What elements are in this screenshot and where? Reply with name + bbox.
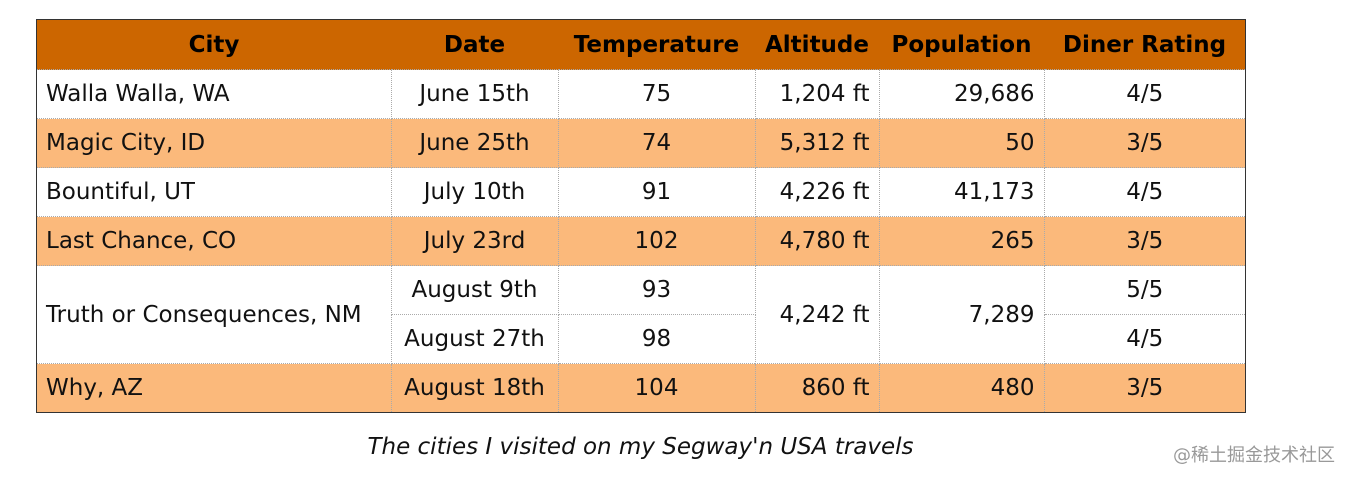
cell: 1,204 ft (754, 69, 880, 119)
cell: 104 (557, 363, 756, 413)
header-cell: Date (391, 19, 558, 70)
cell: August 18th (390, 363, 559, 413)
cell: July 10th (390, 167, 559, 217)
header-cell: Temperature (558, 19, 755, 70)
cell: Last Chance, CO (36, 216, 392, 266)
cell: June 25th (390, 118, 559, 168)
cell: 3/5 (1043, 363, 1246, 413)
cell: June 15th (390, 69, 559, 119)
cell: Why, AZ (36, 363, 392, 413)
cell: Bountiful, UT (36, 167, 392, 217)
cell: 98 (557, 314, 756, 364)
cell: 860 ft (754, 363, 880, 413)
table: City Date Temperature Altitude Populatio… (36, 19, 1246, 413)
cell: August 9th (390, 265, 559, 315)
cell: 4/5 (1043, 69, 1246, 119)
row: August 27th 98 4/5 (37, 314, 1246, 364)
cell: August 27th (390, 314, 559, 364)
cell: Truth or Consequences, NM (36, 265, 392, 364)
cell: 102 (557, 216, 756, 266)
cell: Magic City, ID (36, 118, 392, 168)
cell: 93 (557, 265, 756, 315)
cell: 5/5 (1043, 265, 1246, 315)
cell: 4,242 ft (754, 265, 880, 364)
header-cell: City (36, 19, 391, 70)
row: Bountiful, UT July 10th 91 4,226 ft 41,1… (36, 167, 1246, 217)
cell: 41,173 (878, 167, 1045, 217)
cell: 50 (878, 118, 1045, 168)
cell: 7,289 (878, 265, 1045, 364)
cell: 480 (878, 363, 1045, 413)
caption: The cities I visited on my Segway'n USA … (367, 434, 914, 460)
row: Truth or Consequences, NM August 9th 93 … (36, 265, 1246, 364)
cell: 74 (557, 118, 756, 168)
cell: 3/5 (1043, 118, 1246, 168)
cell: 75 (557, 69, 756, 119)
cell: 4,226 ft (754, 167, 880, 217)
cell: July 23rd (390, 216, 559, 266)
cell: 4/5 (1043, 167, 1246, 217)
row: Why, AZ August 18th 104 860 ft 480 3/5 (36, 363, 1246, 413)
header-row: City Date Temperature Altitude Populatio… (36, 19, 1246, 70)
watermark: @稀土掘金技术社区 (1173, 445, 1335, 466)
header-cell: Population (879, 19, 1044, 70)
cell: 4/5 (1043, 314, 1246, 364)
row: Last Chance, CO July 23rd 102 4,780 ft 2… (36, 216, 1246, 266)
cell: 3/5 (1043, 216, 1246, 266)
header-cell: Altitude (755, 19, 879, 70)
cell: 91 (557, 167, 756, 217)
cell: 4,780 ft (754, 216, 880, 266)
cell: 29,686 (878, 69, 1045, 119)
cell: 5,312 ft (754, 118, 880, 168)
row: Walla Walla, WA June 15th 75 1,204 ft 29… (36, 69, 1246, 119)
cell: Walla Walla, WA (36, 69, 392, 119)
row: Magic City, ID June 25th 74 5,312 ft 50 … (36, 118, 1246, 168)
cell: 265 (878, 216, 1045, 266)
header-cell: Diner Rating (1044, 19, 1246, 70)
